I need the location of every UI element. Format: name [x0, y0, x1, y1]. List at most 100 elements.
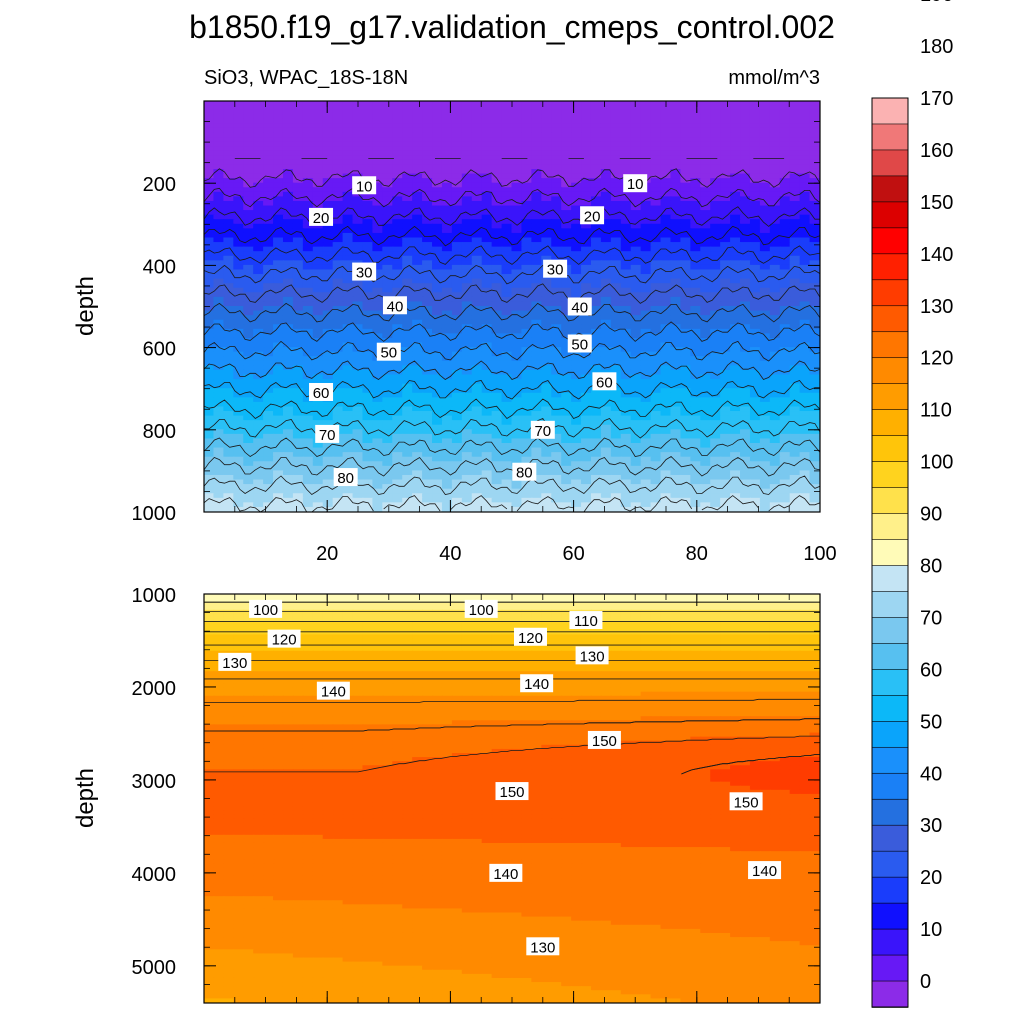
field-cell [521, 141, 533, 148]
field-cell [263, 210, 275, 216]
field-cell [551, 447, 563, 454]
field-cell [233, 219, 245, 225]
field-cell [690, 246, 702, 253]
field-cell [650, 101, 662, 107]
field-cell [789, 101, 801, 107]
field-cell [451, 342, 463, 349]
field-cell [799, 456, 811, 463]
field-cell [620, 351, 632, 358]
field-cell [680, 146, 692, 152]
field-cell [402, 246, 414, 253]
field-cell [511, 187, 523, 193]
field-cell [740, 369, 751, 376]
field-cell [521, 123, 533, 129]
field-cell [521, 401, 533, 408]
field-cell [670, 319, 682, 326]
field-cell [740, 287, 751, 294]
field-cell [710, 274, 722, 280]
field-cell [312, 182, 324, 189]
field-cell [312, 187, 324, 193]
field-cell [273, 155, 284, 161]
field-cell [690, 255, 702, 262]
field-cell [809, 228, 820, 234]
field-cell [481, 374, 493, 381]
field-cell [740, 342, 751, 349]
field-cell [690, 278, 702, 285]
field-cell [432, 101, 443, 107]
field-cell [243, 228, 255, 234]
field-cell [531, 159, 543, 166]
field-cell [680, 351, 692, 358]
field-cell [213, 292, 225, 298]
field-cell [481, 287, 493, 294]
field-cell [769, 123, 781, 129]
field-cell [561, 146, 573, 152]
field-cell [302, 461, 314, 467]
field-cell [243, 187, 255, 193]
field-cell [789, 232, 801, 239]
field-cell [690, 123, 702, 129]
field-cell [402, 173, 414, 180]
field-cell [233, 447, 245, 454]
field-cell [441, 146, 453, 152]
field-cell [402, 141, 414, 148]
field-cell [551, 137, 563, 143]
field-cell [630, 365, 642, 371]
field-cell [561, 337, 573, 344]
field-cell [670, 210, 682, 216]
field-cell [322, 337, 334, 344]
field-cell [670, 351, 682, 358]
field-cell [779, 406, 791, 413]
field-cell [402, 388, 414, 394]
field-cell [223, 328, 235, 335]
field-cell [441, 401, 453, 408]
field-cell [362, 159, 374, 166]
field-cell [680, 101, 692, 107]
field-cell [551, 452, 563, 458]
field-cell [273, 269, 284, 276]
field-cell [471, 424, 483, 431]
field-cell [730, 383, 742, 390]
field-cell [223, 101, 235, 107]
field-cell [273, 379, 284, 385]
field-cell [749, 296, 761, 303]
field-cell [302, 333, 314, 339]
field-cell [541, 401, 553, 408]
field-cell [789, 456, 801, 463]
field-cell [243, 310, 255, 317]
field-cell [263, 283, 275, 289]
field-cell [204, 255, 215, 262]
field-cell [362, 324, 374, 330]
field-cell [223, 219, 235, 225]
field-cell [690, 173, 702, 180]
field-cell [581, 415, 592, 422]
field-cell [581, 269, 592, 276]
field-cell [412, 328, 424, 335]
field-cell [282, 342, 294, 349]
field-cell [670, 118, 682, 125]
field-cell [451, 169, 463, 175]
field-cell [581, 132, 592, 139]
field-cell [769, 182, 781, 189]
field-cell [590, 109, 602, 116]
field-cell [402, 465, 414, 472]
field-cell [730, 219, 742, 225]
field-cell [730, 242, 742, 248]
field-cell [432, 214, 443, 221]
field-cell [302, 369, 314, 376]
field-cell [213, 433, 225, 440]
field-cell [670, 283, 682, 289]
field-cell [332, 315, 344, 321]
field-cell [640, 443, 652, 449]
field-cell [332, 200, 344, 207]
field-cell [491, 242, 503, 248]
field-cell [243, 155, 255, 161]
field-cell [700, 443, 712, 449]
field-cell [471, 141, 483, 148]
field-cell [531, 132, 543, 139]
field-cell [521, 205, 533, 212]
field-cell [322, 301, 334, 307]
field-cell [372, 443, 384, 449]
field-cell [650, 118, 662, 125]
field-cell [233, 191, 245, 198]
